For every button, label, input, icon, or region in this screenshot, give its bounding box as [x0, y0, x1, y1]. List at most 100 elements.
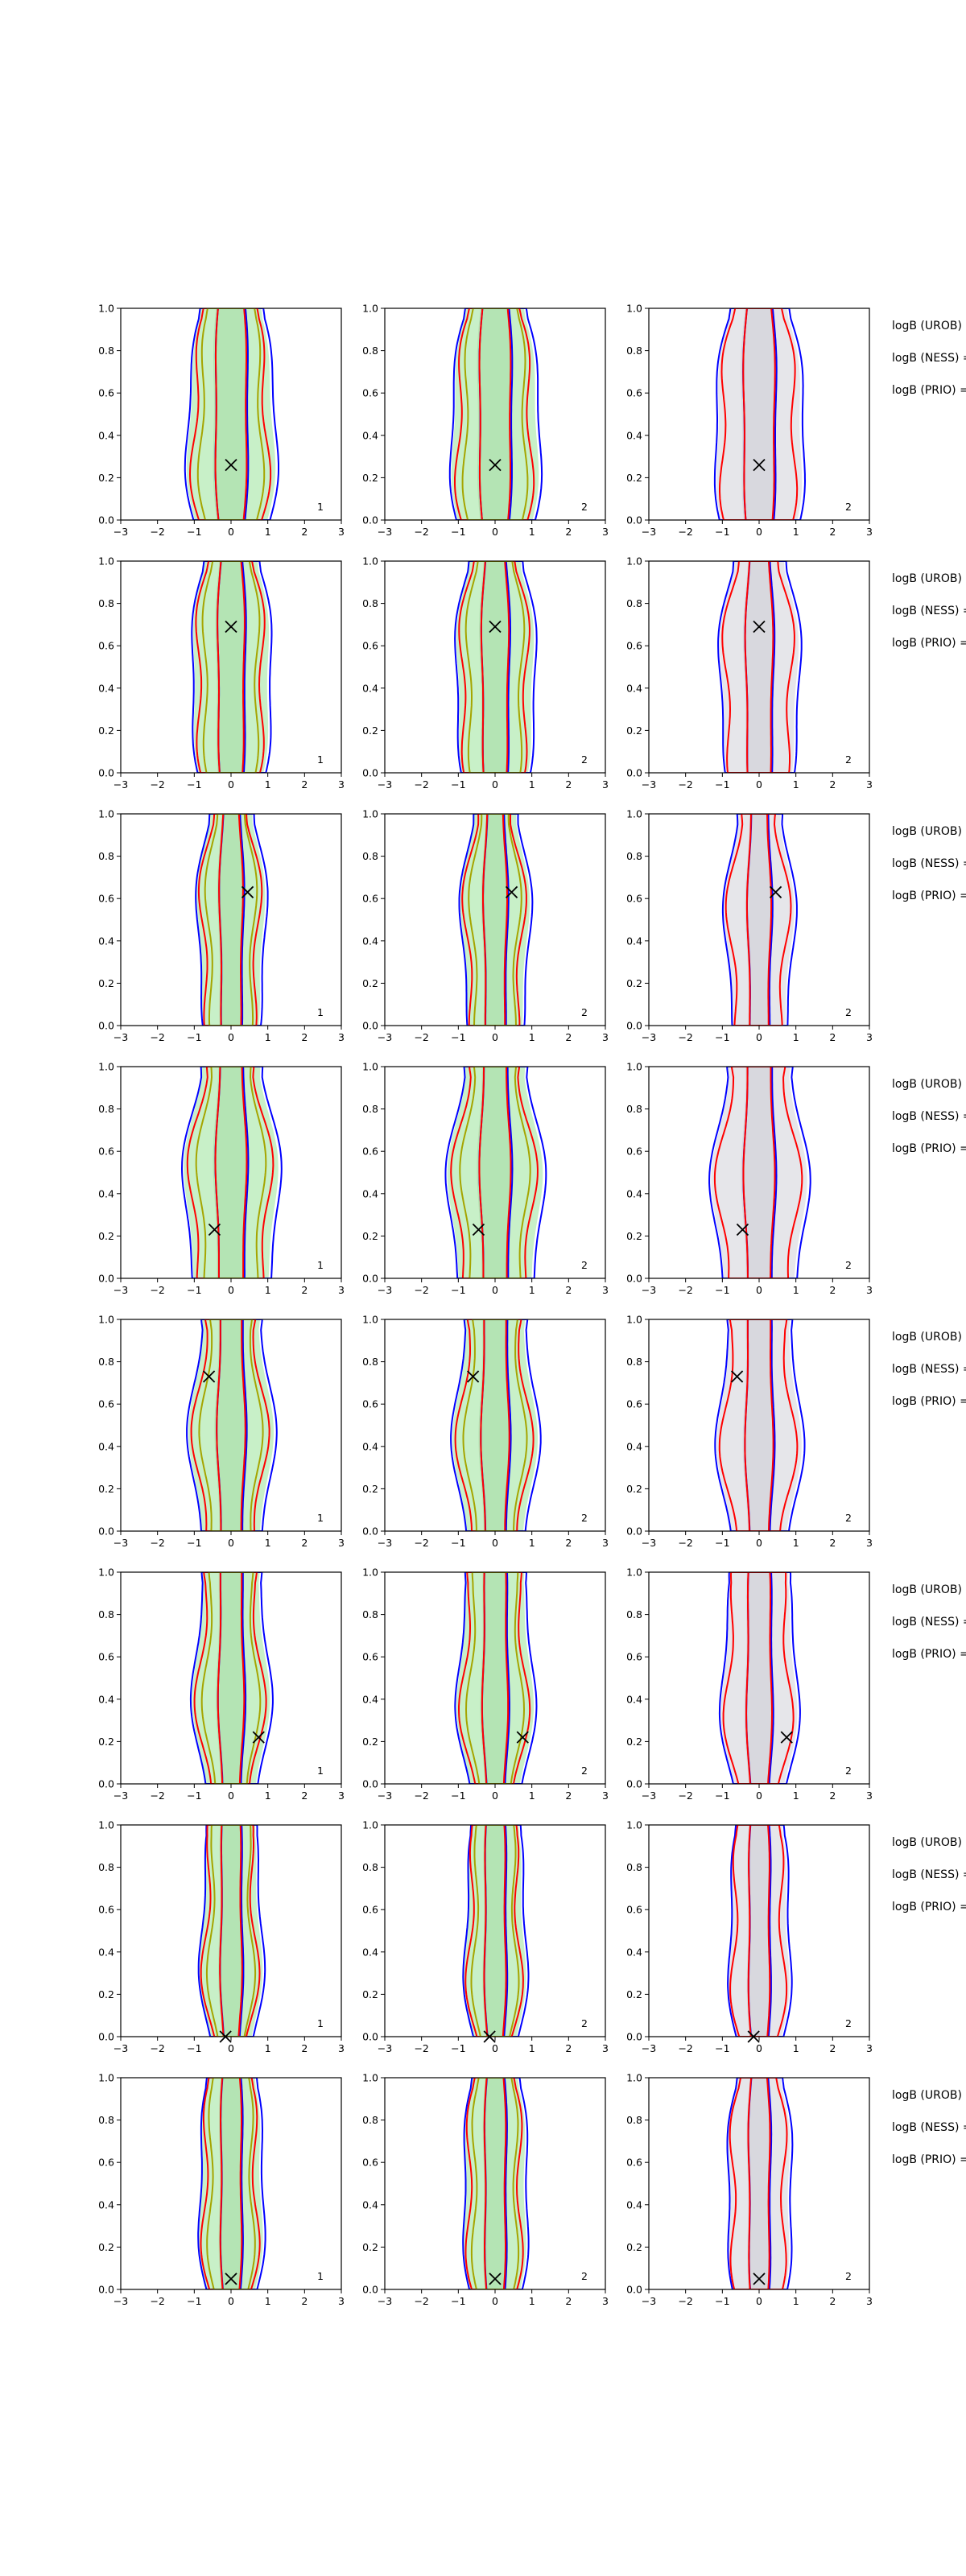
x-tick-label: 2 [829, 1537, 836, 1549]
y-tick-label: 0.4 [626, 682, 642, 694]
olive-contour [470, 2078, 520, 2289]
density-fill-inner [741, 1067, 778, 1278]
panel-r7-c2: −3 −2 −1 0 1 2 3 0.0 0.2 0.4 0.6 0.8 1.0 2 [362, 1819, 609, 2055]
y-tick-label: 0.4 [362, 429, 378, 441]
red-contour-outer [450, 1067, 539, 1278]
contours [721, 814, 798, 1026]
x-tick-label: 2 [829, 526, 836, 538]
x-tick-label: −2 [678, 2295, 692, 2307]
y-tick-label: 0.2 [362, 1988, 378, 2000]
panel-r2-c2: −3 −2 −1 0 1 2 3 0.0 0.2 0.4 0.6 0.8 1.0 2 [362, 555, 609, 791]
blue-contour-outer [444, 1067, 547, 1278]
density-fill-inner [742, 1319, 776, 1531]
red-contour-outer [713, 1067, 803, 1278]
true-value-marker [225, 458, 237, 472]
red-contour-outer [718, 1319, 799, 1531]
y-tick-label: 0.2 [362, 1483, 378, 1495]
x-tick-label: 3 [602, 778, 609, 791]
y-tick-label: 0.8 [362, 1356, 378, 1368]
y-tick-label: 0.0 [626, 2284, 642, 2296]
density-fill-inner [745, 814, 774, 1026]
x-tick-label: −1 [451, 2295, 465, 2307]
panel-label: 2 [845, 2017, 852, 2029]
x-tick-label: −1 [715, 1031, 729, 1043]
y-tick-label: 1.0 [362, 1819, 378, 1831]
x-tick-label: −3 [114, 778, 128, 791]
x-tick-label: 1 [529, 526, 535, 538]
x-tick-label: −2 [150, 2295, 164, 2307]
y-tick-label: 0.6 [362, 1398, 378, 1410]
x-tick-label: 0 [228, 1790, 234, 1802]
density-fill-inner [741, 308, 778, 520]
x-tick-label: −2 [150, 1537, 164, 1549]
x-tick-label: −3 [378, 1284, 392, 1296]
density-fill-inner [746, 2078, 772, 2289]
red-contour-inner [744, 1319, 774, 1531]
y-tick-label: 0.8 [626, 1608, 642, 1620]
y-tick-label: 0.8 [362, 1861, 378, 1873]
y-tick-label: 0.6 [626, 893, 642, 905]
contours [195, 814, 269, 1026]
y-tick-label: 0.2 [362, 724, 378, 737]
red-contour-inner [214, 308, 248, 520]
x-tick-label: −1 [451, 1284, 465, 1296]
red-contour-inner [480, 561, 510, 773]
red-contour-outer [454, 308, 535, 520]
x-tick-label: −3 [114, 1031, 128, 1043]
x-tick-label: 1 [529, 1284, 535, 1296]
x-tick-label: 3 [602, 526, 609, 538]
x-tick-label: 3 [338, 526, 345, 538]
y-tick-label: 0.6 [98, 1398, 114, 1410]
x-tick-label: 0 [756, 1031, 762, 1043]
x-tick-label: 1 [793, 1031, 799, 1043]
x-tick-label: −3 [114, 1284, 128, 1296]
blue-contour-outer [454, 561, 538, 773]
x-tick-label: −2 [414, 526, 428, 538]
panel-r2-c3: −3 −2 −1 0 1 2 3 0.0 0.2 0.4 0.6 0.8 1.0 2 [626, 555, 873, 791]
y-tick-label: 1.0 [626, 1819, 642, 1831]
legend-line: logB (UROB) = [892, 320, 966, 332]
red-contour-outer [200, 1825, 261, 2037]
red-contour-outer [186, 1067, 275, 1278]
x-tick-label: −1 [187, 2295, 201, 2307]
red-contour-outer [464, 2078, 524, 2289]
y-tick-label: 0.0 [98, 1525, 114, 1538]
y-tick-label: 0.6 [362, 1146, 378, 1158]
y-tick-label: 0.8 [362, 597, 378, 609]
olive-contour [461, 308, 529, 520]
panel-r6-c1: −3 −2 −1 0 1 2 3 0.0 0.2 0.4 0.6 0.8 1.0 1 [98, 1567, 345, 1802]
y-tick-label: 0.0 [362, 514, 378, 526]
panel-r6-c3: −3 −2 −1 0 1 2 3 0.0 0.2 0.4 0.6 0.8 1.0 2 [626, 1567, 873, 1802]
legend-line: logB (NESS) = [892, 1868, 966, 1881]
y-tick-label: 0.0 [626, 1525, 642, 1538]
x-tick-label: −1 [187, 1031, 201, 1043]
legend-line: logB (PRIO) = [892, 384, 966, 397]
x-tick-label: −3 [114, 526, 128, 538]
x-tick-label: 2 [301, 1537, 308, 1549]
y-tick-label: 0.4 [362, 2198, 378, 2211]
x-tick-label: 3 [866, 1790, 873, 1802]
x-tick-label: −3 [642, 1284, 656, 1296]
x-tick-label: −1 [187, 1537, 201, 1549]
red-contour-inner [742, 1067, 776, 1278]
y-tick-label: 0.0 [98, 2031, 114, 2043]
x-tick-label: −1 [715, 2042, 729, 2054]
blue-contour-outer [197, 2078, 266, 2289]
x-tick-label: 3 [866, 526, 873, 538]
y-tick-label: 0.2 [626, 472, 642, 484]
blue-contour-outer [180, 1067, 283, 1278]
true-value-marker [472, 1223, 485, 1236]
y-tick-label: 0.8 [98, 2114, 114, 2126]
density-fill-inner [746, 1825, 772, 2037]
density-fill-inner [478, 1319, 512, 1531]
legend-row-2: logB (UROB) = logB (NESS) = logB (PRIO) = [892, 572, 966, 650]
y-tick-label: 0.0 [626, 767, 642, 779]
olive-contour [464, 561, 526, 773]
y-tick-label: 1.0 [362, 1567, 378, 1579]
y-tick-label: 0.6 [626, 1398, 642, 1410]
panel-label: 2 [845, 1512, 852, 1524]
x-tick-label: −2 [678, 1031, 692, 1043]
x-tick-label: −3 [114, 1537, 128, 1549]
x-tick-label: −3 [378, 1537, 392, 1549]
